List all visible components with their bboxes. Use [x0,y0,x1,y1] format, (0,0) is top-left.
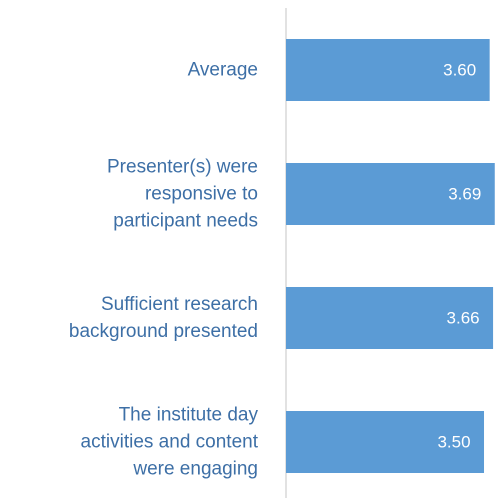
bar [286,411,485,473]
data-label: 3.60 [443,60,476,79]
category-label: The institute day activities and content… [80,404,258,480]
category-label: Average [187,59,258,81]
data-label: 3.50 [437,432,470,451]
data-label: 3.69 [448,184,481,203]
bar [286,39,490,101]
data-label: 3.66 [447,308,480,327]
category-label: Sufficient research background presented [68,294,258,342]
category-label: Presenter(s) were responsive to particip… [107,156,258,232]
bar [286,287,494,349]
bar [286,163,495,225]
